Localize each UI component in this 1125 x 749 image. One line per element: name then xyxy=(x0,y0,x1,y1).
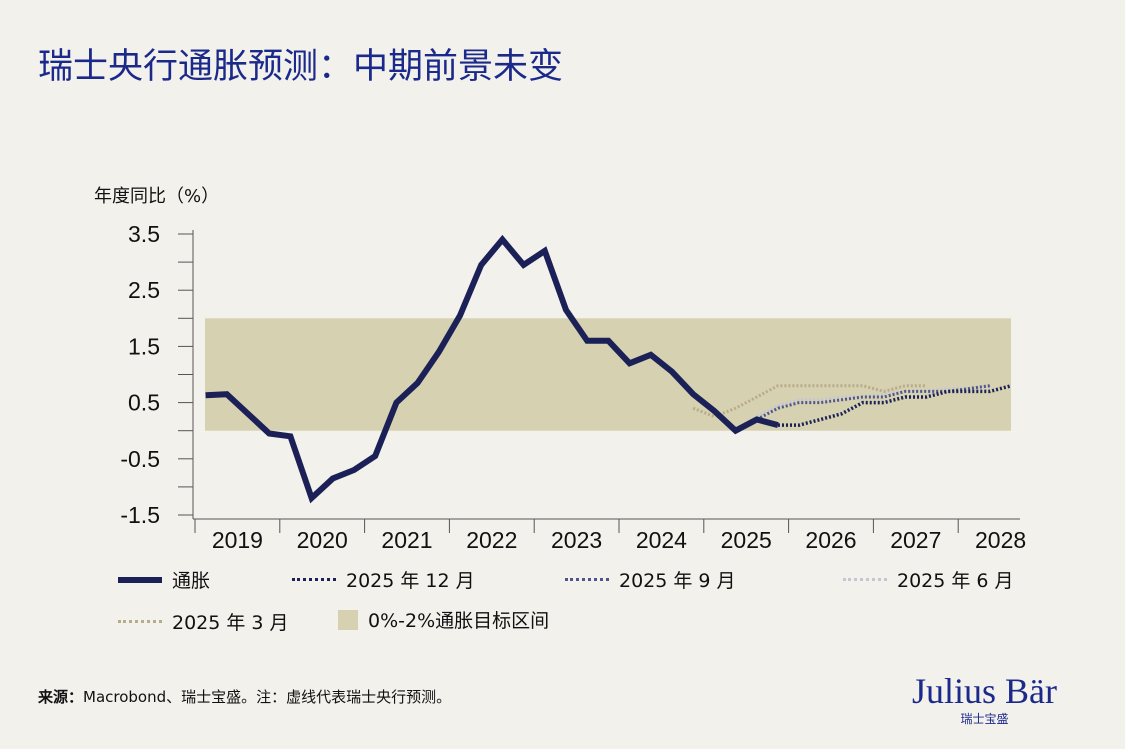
series-line-solid xyxy=(205,234,779,504)
x-tick-label: 2026 xyxy=(805,527,856,553)
x-tick-label: 2019 xyxy=(212,527,263,553)
source-text: Macrobond、瑞士宝盛。注：虚线代表瑞士央行预测。 xyxy=(83,688,452,706)
julius-baer-logo: Julius Bär 瑞士宝盛 xyxy=(912,672,1057,727)
x-tick-label: 2024 xyxy=(636,527,687,553)
legend-dec: 2025 年 12 月 xyxy=(292,566,475,593)
legend-swatch-mar xyxy=(118,620,162,623)
y-tick-label: 2.5 xyxy=(128,277,160,303)
logo-sub: 瑞士宝盛 xyxy=(960,712,1009,726)
legend-swatch-sep xyxy=(565,578,609,581)
legend-swatch-band xyxy=(338,609,358,630)
page-title: 瑞士央行通胀预测：中期前景未变 xyxy=(38,47,564,87)
series-line-sep xyxy=(756,384,991,421)
legend-swatch-solid xyxy=(118,576,162,583)
legend-label: 0%-2%通胀目标区间 xyxy=(368,610,550,632)
legend-mar: 2025 年 3 月 xyxy=(118,608,289,635)
x-tick-label: 2025 xyxy=(721,527,772,553)
x-tick-label: 2020 xyxy=(297,527,348,553)
y-tick-label: -0.5 xyxy=(120,446,160,472)
logo-name: Julius Bär xyxy=(912,671,1058,711)
x-tick-label: 2023 xyxy=(551,527,602,553)
legend-sep: 2025 年 9 月 xyxy=(565,566,736,593)
source-note: 来源：Macrobond、瑞士宝盛。注：虚线代表瑞士央行预测。 xyxy=(38,686,451,707)
y-tick-label: -1.5 xyxy=(120,502,160,528)
legend-label: 2025 年 12 月 xyxy=(346,570,475,592)
series-line-mar xyxy=(692,384,927,419)
x-tick-label: 2021 xyxy=(381,527,432,553)
x-tick-label: 2028 xyxy=(975,527,1026,553)
series-line-dec xyxy=(778,384,1012,427)
legend-label: 2025 年 3 月 xyxy=(172,612,289,634)
target-band xyxy=(205,318,1011,431)
legend-band: 0%-2%通胀目标区间 xyxy=(338,606,549,633)
legend-jun: 2025 年 6 月 xyxy=(843,566,1014,593)
y-tick-label: 3.5 xyxy=(128,221,160,247)
x-tick-label: 2022 xyxy=(466,527,517,553)
legend-label: 2025 年 9 月 xyxy=(619,570,736,592)
y-tick-label: 1.5 xyxy=(128,333,160,359)
legend-label: 2025 年 6 月 xyxy=(897,570,1014,592)
x-tick-label: 2027 xyxy=(890,527,941,553)
source-label: 来源： xyxy=(38,688,84,706)
y-tick-label: 0.5 xyxy=(128,390,160,416)
legend-inflation: 通胀 xyxy=(118,566,210,593)
legend-swatch-jun xyxy=(843,578,887,581)
legend-swatch-dec xyxy=(292,578,336,581)
y-axis-label: 年度同比（%） xyxy=(94,186,220,207)
legend-label: 通胀 xyxy=(172,570,211,592)
